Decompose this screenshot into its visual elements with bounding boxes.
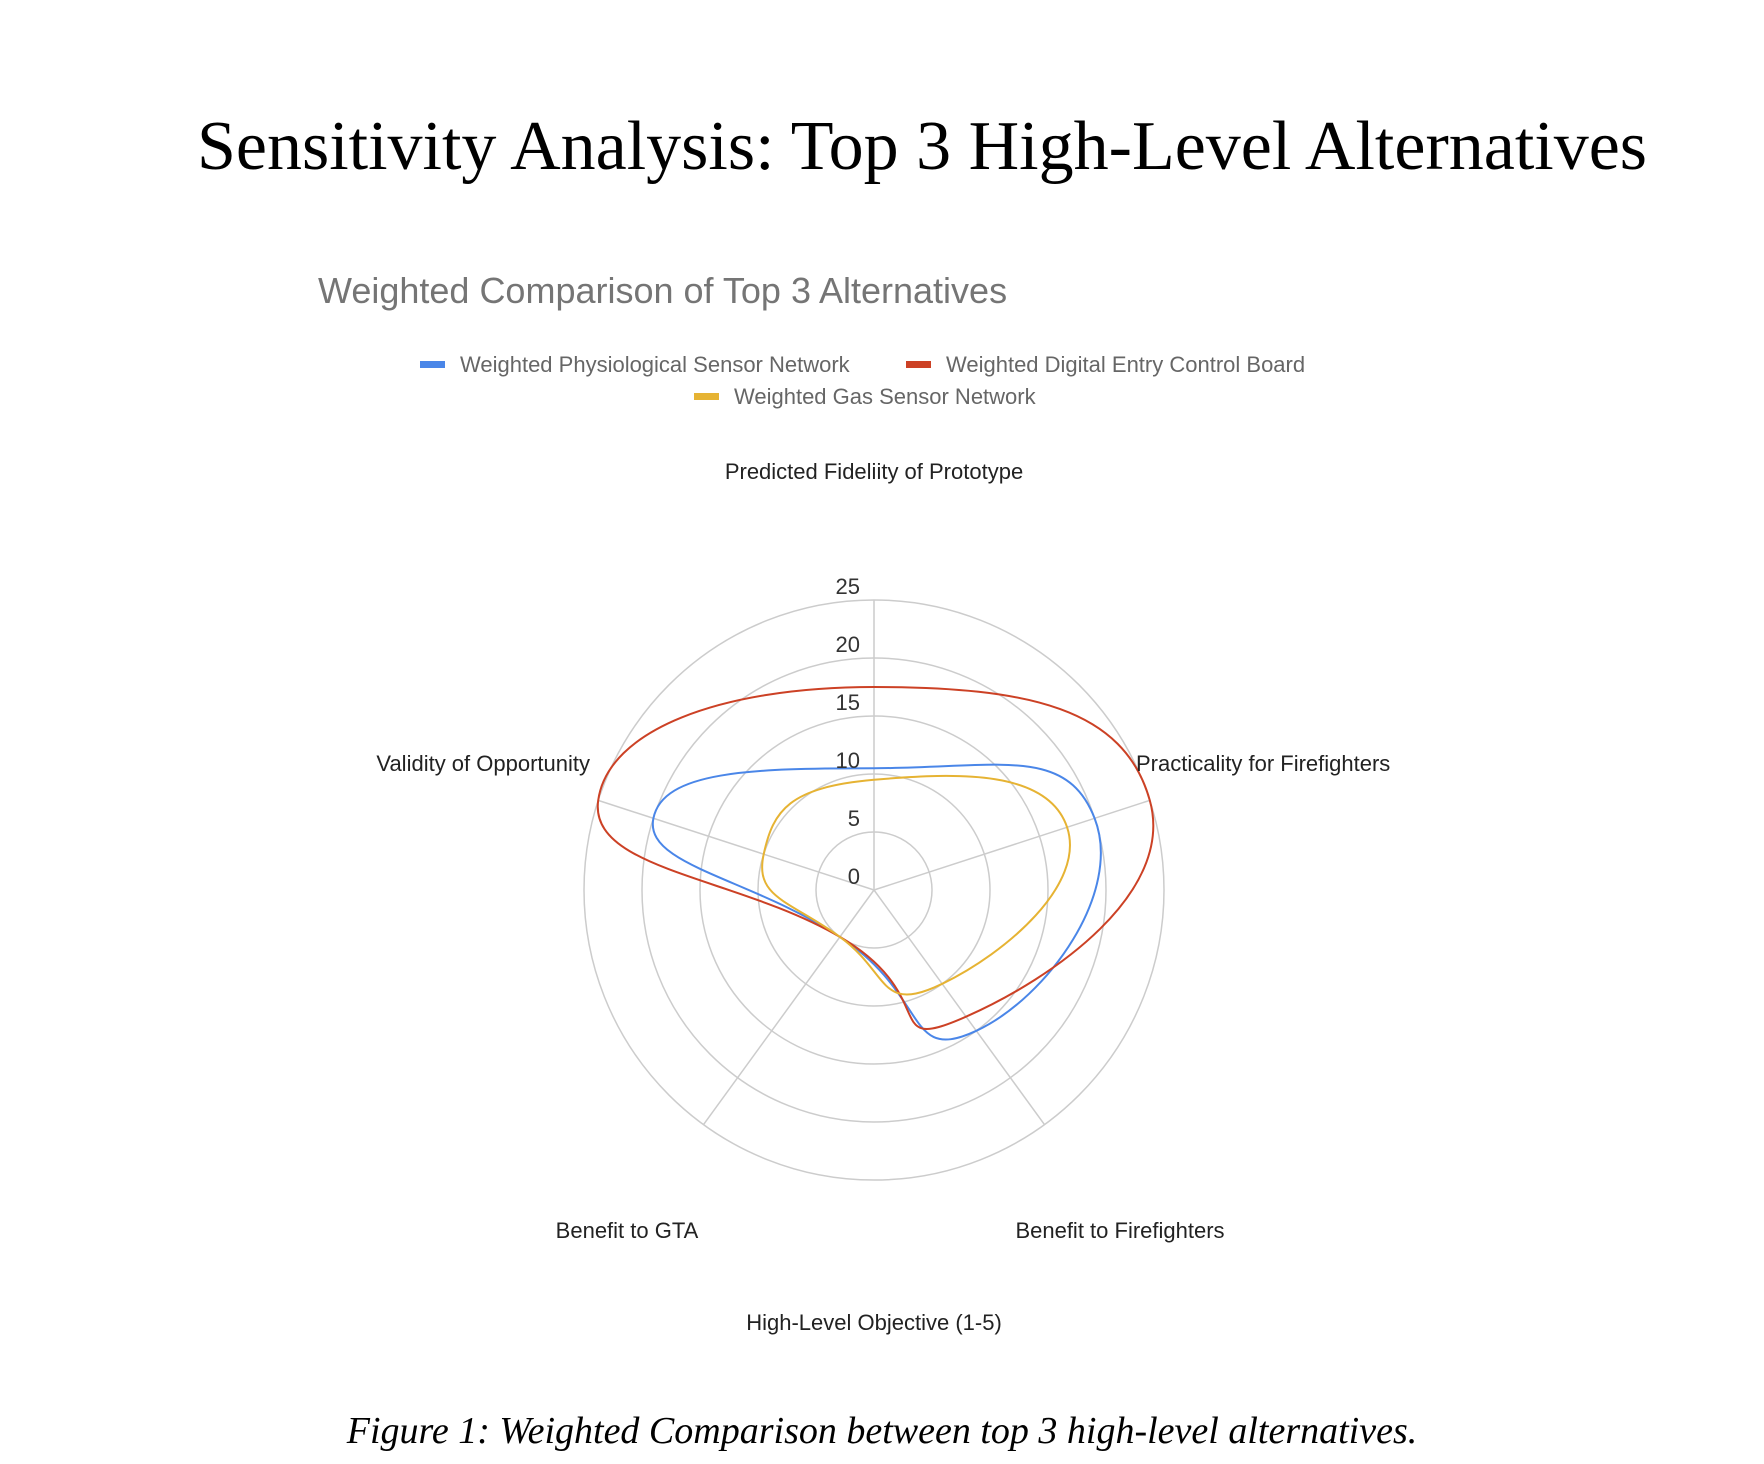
series-line-digital-entry (596, 685, 1155, 1031)
axis-label-validity: Validity of Opportunity (376, 751, 590, 776)
axis-label-benefit-firefighters: Benefit to Firefighters (1015, 1218, 1224, 1243)
tick-label-25: 25 (836, 574, 860, 599)
legend-swatch-gas-sensor (694, 393, 719, 400)
document-heading: Sensitivity Analysis: Top 3 High-Level A… (196, 108, 1648, 185)
series-line-gas-sensor (761, 774, 1071, 996)
radial-tick-labels: 0 5 10 15 20 25 (836, 574, 860, 889)
legend-swatch-digital-entry (906, 361, 931, 368)
x-axis-title: High-Level Objective (1-5) (746, 1310, 1002, 1335)
legend-label-physiological: Weighted Physiological Sensor Network (460, 352, 851, 377)
legend-label-gas-sensor: Weighted Gas Sensor Network (734, 384, 1037, 409)
radar-chart: Weighted Comparison of Top 3 Alternative… (318, 270, 1390, 1335)
tick-label-20: 20 (836, 632, 860, 657)
radar-series (596, 685, 1155, 1041)
axis-label-practicality: Practicality for Firefighters (1136, 751, 1390, 776)
series-line-physiological (651, 763, 1102, 1041)
grid-spoke-2 (873, 889, 1046, 1126)
legend-label-digital-entry: Weighted Digital Entry Control Board (946, 352, 1305, 377)
tick-label-0: 0 (848, 864, 860, 889)
grid-spoke-3 (702, 889, 875, 1126)
grid-spoke-4 (597, 799, 875, 891)
axis-label-predicted-fidelity: Predicted Fideliity of Prototype (725, 459, 1023, 484)
tick-label-10: 10 (836, 748, 860, 773)
radar-grid (583, 599, 1165, 1181)
axis-label-benefit-gta: Benefit to GTA (556, 1218, 699, 1243)
legend-swatch-physiological (420, 361, 445, 368)
chart-title: Weighted Comparison of Top 3 Alternative… (318, 270, 1007, 311)
tick-label-15: 15 (836, 690, 860, 715)
grid-spoke-1 (873, 799, 1151, 891)
tick-label-5: 5 (848, 806, 860, 831)
legend: Weighted Physiological Sensor Network We… (420, 352, 1305, 409)
figure-caption: Figure 1: Weighted Comparison between to… (346, 1410, 1418, 1452)
